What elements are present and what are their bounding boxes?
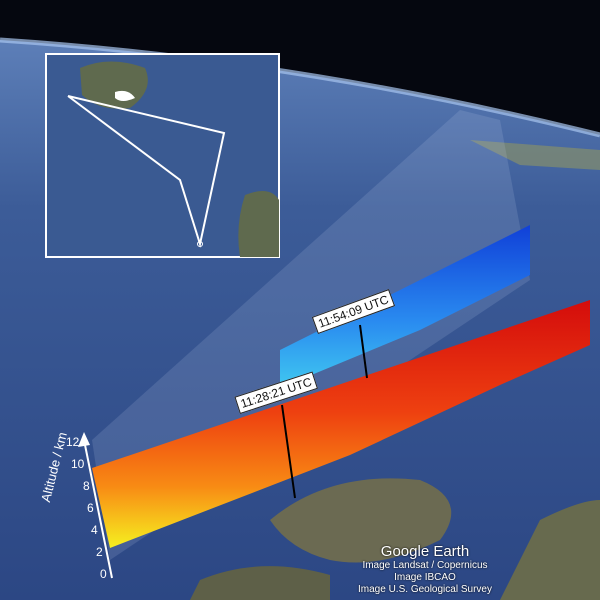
attribution: Google Earth Image Landsat / Copernicus … <box>352 543 498 596</box>
tick-label: 6 <box>87 501 94 515</box>
attribution-line: Image Landsat / Copernicus <box>362 560 488 571</box>
inset-glacier <box>115 90 135 101</box>
tick-label: 8 <box>83 479 90 493</box>
time-marker-later <box>359 324 368 379</box>
land-islands <box>270 478 452 563</box>
tick-label: 0 <box>100 567 107 581</box>
land-islands-2 <box>190 566 330 600</box>
tick-label: 10 <box>71 457 85 471</box>
tick-label: 4 <box>91 523 98 537</box>
red-lidar-curtain <box>92 300 590 548</box>
tick-label: 2 <box>96 545 103 559</box>
inset-map[interactable] <box>45 53 280 258</box>
axis-arrow-icon <box>78 432 90 447</box>
flight-track <box>67 95 226 248</box>
blue-lidar-curtain <box>280 225 530 388</box>
land-coast <box>500 500 600 600</box>
tick-label: 12 <box>66 435 80 449</box>
google-earth-logo: Google Earth <box>380 543 470 560</box>
attribution-line: Image IBCAO <box>394 572 456 583</box>
land-greenland <box>470 140 600 170</box>
atmosphere-glow <box>0 37 600 138</box>
time-marker-earlier <box>281 404 296 499</box>
inset-scotland <box>238 191 279 257</box>
attribution-line: Image U.S. Geological Survey <box>358 584 492 595</box>
altitude-axis <box>83 439 113 579</box>
